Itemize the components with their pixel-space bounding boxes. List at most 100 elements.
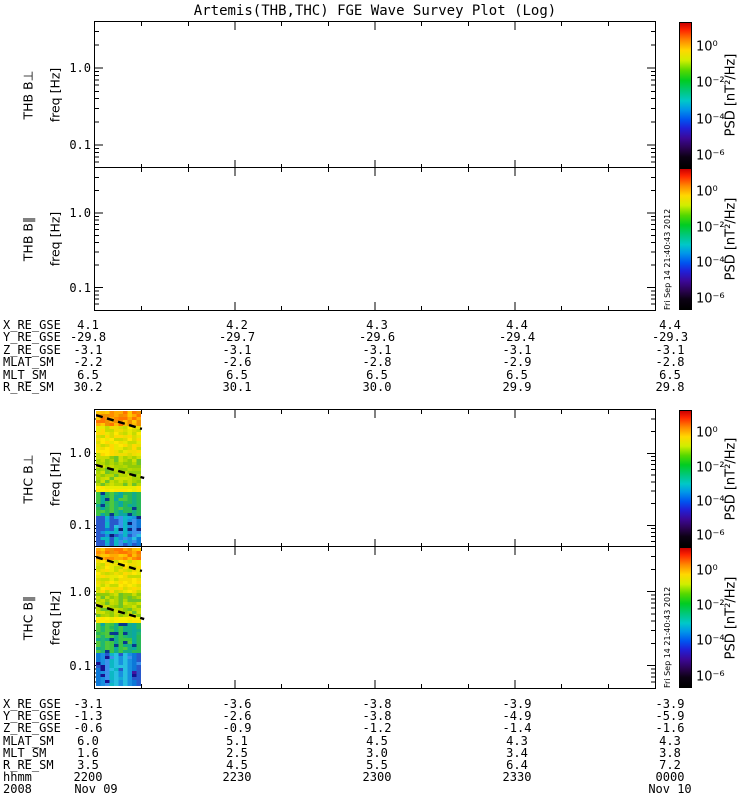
colorbar-tick-label: 10⁻⁶ [696,669,725,685]
gyrofrequency-line [96,463,145,480]
ephemeris-value: 29.8 [655,380,685,394]
time-tick-label: 2230 [222,770,252,785]
ephemeris-value: -3.1 [73,697,103,711]
colorbar-tick-label: 10⁰ [696,425,718,441]
colorbar-tick-label: 10⁻² [696,75,725,91]
psd-unit-label: PSD [nT²/Hz] [723,53,739,137]
ephemeris-row-label: MLAT_SM [3,733,54,748]
ephemeris-value: 4.5 [366,733,388,748]
colorbar-tick-label: 10⁰ [696,39,718,55]
ephemeris-value: 5.1 [226,733,248,748]
ephemeris-value: 6.5 [226,367,248,382]
year-label: 2008 [3,782,32,797]
ephemeris-value: -3.9 [502,697,532,711]
ephemeris-value: 6.5 [366,367,388,382]
ephemeris-value: -3.1 [502,342,532,357]
ephemeris-value: -2.8 [362,355,392,370]
colorbar-tick-label: 10⁻⁴ [696,112,725,128]
ephemeris-value: -1.3 [73,709,103,724]
ephemeris-value: 4.3 [506,733,528,748]
panel-label-thc-bperp: THC B⊥ [20,453,36,504]
colorbar-tick-label: 10⁰ [696,184,718,200]
ytick-label: 1.0 [69,446,91,461]
ephemeris-value: -29.3 [651,330,689,345]
colorbar-tick-label: 10⁻² [696,460,725,476]
ephemeris-value: 30.1 [222,380,252,394]
ephemeris-value: -1.6 [655,721,685,736]
ephemeris-value: -3.1 [222,342,252,357]
colorbar-tick-label: 10⁰ [696,563,718,579]
ephemeris-value: 4.3 [366,318,388,332]
ephemeris-value: 6.5 [506,367,528,382]
ephemeris-value: -4.9 [502,709,532,724]
ephemeris-value: 5.5 [366,758,388,772]
spectrogram-3 [96,548,145,687]
colorbar [679,168,692,310]
ephemeris-value: -29.7 [218,330,256,345]
ephemeris-row-label: X_RE_GSE [3,697,61,711]
colorbar-tick-label: 10⁻² [696,598,725,614]
ephemeris-value: -3.1 [73,342,103,357]
ephemeris-value: 4.1 [77,318,99,332]
gyrofrequency-line [96,413,143,431]
colorbar-tick-label: 10⁻² [696,220,725,236]
ephemeris-value: -2.6 [222,709,252,724]
ephemeris-value: 29.9 [502,380,532,394]
ephemeris-value: -1.4 [502,721,532,736]
ephemeris-value: 4.5 [226,758,248,772]
ephemeris-row-label: Y_RE_GSE [3,330,61,345]
ephemeris-value: 4.3 [659,733,681,748]
ephemeris-value: -3.9 [655,697,685,711]
colorbar-tick-label: 10⁻⁴ [696,494,725,510]
ephemeris-value: -2.6 [222,355,252,370]
panel-label-thb-bpar: THB B∥ [20,216,36,262]
ytick-label: 1.0 [69,584,91,599]
gyrofrequency-line [96,603,145,621]
date-end-label: Nov 10 [648,782,692,797]
ephemeris-row-label: X_RE_GSE [3,318,61,332]
ephemeris-row-label: MLAT_SM [3,355,54,370]
ephemeris-value: 4.4 [659,318,681,332]
panel-frame-1 [94,167,656,311]
ephemeris-value: 1.6 [77,745,99,760]
ephemeris-value: 30.0 [362,380,392,394]
ephemeris-value: 2.5 [226,745,248,760]
ephemeris-value: 3.5 [77,758,99,772]
colorbar-tick-label: 10⁻⁶ [696,528,725,544]
ephemeris-value: 6.5 [77,367,99,382]
time-axis-label: hhmm [3,770,32,785]
ephemeris-value: 30.2 [73,380,103,394]
ephemeris-value: 3.4 [506,745,528,760]
panel-label-thb-bperp: THB B⊥ [20,70,36,120]
ephemeris-row-label: MLT_SM [3,367,47,382]
time-tick-label: 2300 [362,770,392,785]
freq-axis-label: freq [Hz] [47,67,63,123]
ytick-label: 1.0 [69,61,91,76]
colorbar [679,22,692,168]
psd-unit-label: PSD [nT²/Hz] [723,576,739,659]
time-tick-label: 0000 [655,770,685,785]
spectrogram-2 [96,411,145,546]
ephemeris-value: -0.6 [73,721,103,736]
ephemeris-row-label: Y_RE_GSE [3,709,61,724]
panel-frame-3 [94,546,656,689]
ephemeris-value: 4.2 [226,318,248,332]
colorbar-tick-label: 10⁻⁶ [696,291,725,307]
ephemeris-row-label: MLT_SM [3,745,47,760]
ephemeris-value: 3.0 [366,745,388,760]
colorbar-tick-label: 10⁻⁴ [696,255,725,271]
colorbar-tick-label: 10⁻⁴ [696,633,725,649]
plot-timestamp: Fri Sep 14 21:40:43 2012 [663,208,672,310]
ephemeris-value: -2.2 [73,355,103,370]
ephemeris-value: -0.9 [222,721,252,736]
date-start-label: Nov 09 [74,782,118,797]
time-tick-label: 2330 [502,770,532,785]
ephemeris-value: -1.2 [362,721,392,736]
plot-timestamp: Fri Sep 14 21:40:43 2012 [663,586,672,688]
colorbar [679,410,692,547]
ephemeris-value: 6.0 [77,733,99,748]
ephemeris-row-label: Z_RE_GSE [3,721,61,736]
page-title: Artemis(THB,THC) FGE Wave Survey Plot (L… [193,3,557,19]
psd-unit-label: PSD [nT²/Hz] [723,197,739,281]
ephemeris-value: -3.8 [362,709,392,724]
